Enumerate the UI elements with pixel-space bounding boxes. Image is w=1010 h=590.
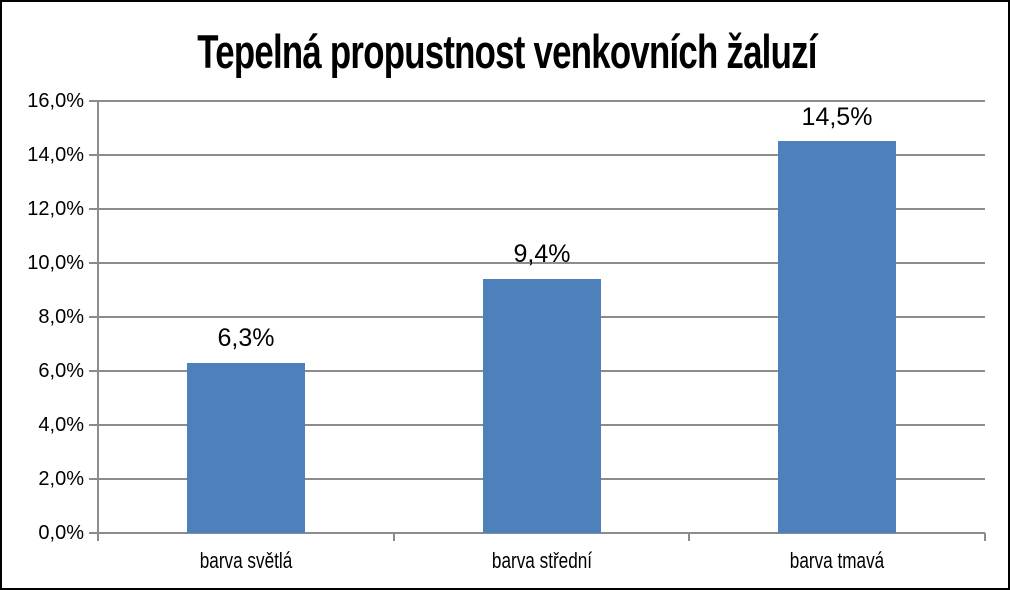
- x-axis-tick: [984, 533, 986, 541]
- y-axis-tick-label: 4,0%: [38, 414, 84, 436]
- x-axis-tick: [392, 533, 395, 541]
- x-axis-tick: [688, 533, 691, 541]
- y-axis-tick-label: 0,0%: [38, 522, 84, 544]
- y-axis-tick: [89, 208, 98, 210]
- bar-1: [187, 363, 305, 533]
- y-axis-tick: [89, 262, 98, 264]
- bar-2: [483, 279, 601, 533]
- y-axis-tick: [89, 424, 98, 426]
- y-axis-tick-label: 16,0%: [27, 90, 84, 112]
- gridline: [98, 532, 985, 534]
- y-axis-tick-label: 2,0%: [38, 468, 84, 490]
- y-axis-tick: [89, 154, 98, 156]
- gridline: [98, 208, 985, 210]
- y-axis-tick-label: 6,0%: [38, 360, 84, 382]
- y-axis-tick: [89, 316, 98, 318]
- gridline: [98, 262, 985, 264]
- category-label: barva světlá: [199, 548, 293, 573]
- y-axis-tick-label: 10,0%: [27, 252, 84, 274]
- bar-3: [778, 141, 896, 533]
- bar-value-label: 14,5%: [801, 103, 873, 131]
- y-axis-tick-label: 14,0%: [27, 144, 84, 166]
- chart-title: Tepelná propustnost venkovních žaluzí: [197, 25, 817, 78]
- gridline: [98, 100, 985, 102]
- category-label: barva střední: [491, 548, 593, 573]
- plot-area: 0,0% 2,0% 4,0% 6,0% 8,0% 10,0% 12,0% 14,0% 16,0%…: [27, 91, 986, 573]
- y-axis-tick: [89, 532, 98, 534]
- y-axis-tick: [89, 370, 98, 372]
- bar-value-label: 6,3%: [217, 324, 275, 352]
- category-label: barva tmavá: [789, 548, 885, 573]
- y-axis-tick: [89, 100, 98, 102]
- y-axis-tick-label: 12,0%: [27, 198, 84, 220]
- gridline: [98, 154, 985, 156]
- y-axis-tick-label: 8,0%: [38, 306, 84, 328]
- y-axis-tick: [89, 478, 98, 480]
- x-axis-tick: [97, 533, 99, 541]
- bar-value-label: 9,4%: [513, 240, 571, 268]
